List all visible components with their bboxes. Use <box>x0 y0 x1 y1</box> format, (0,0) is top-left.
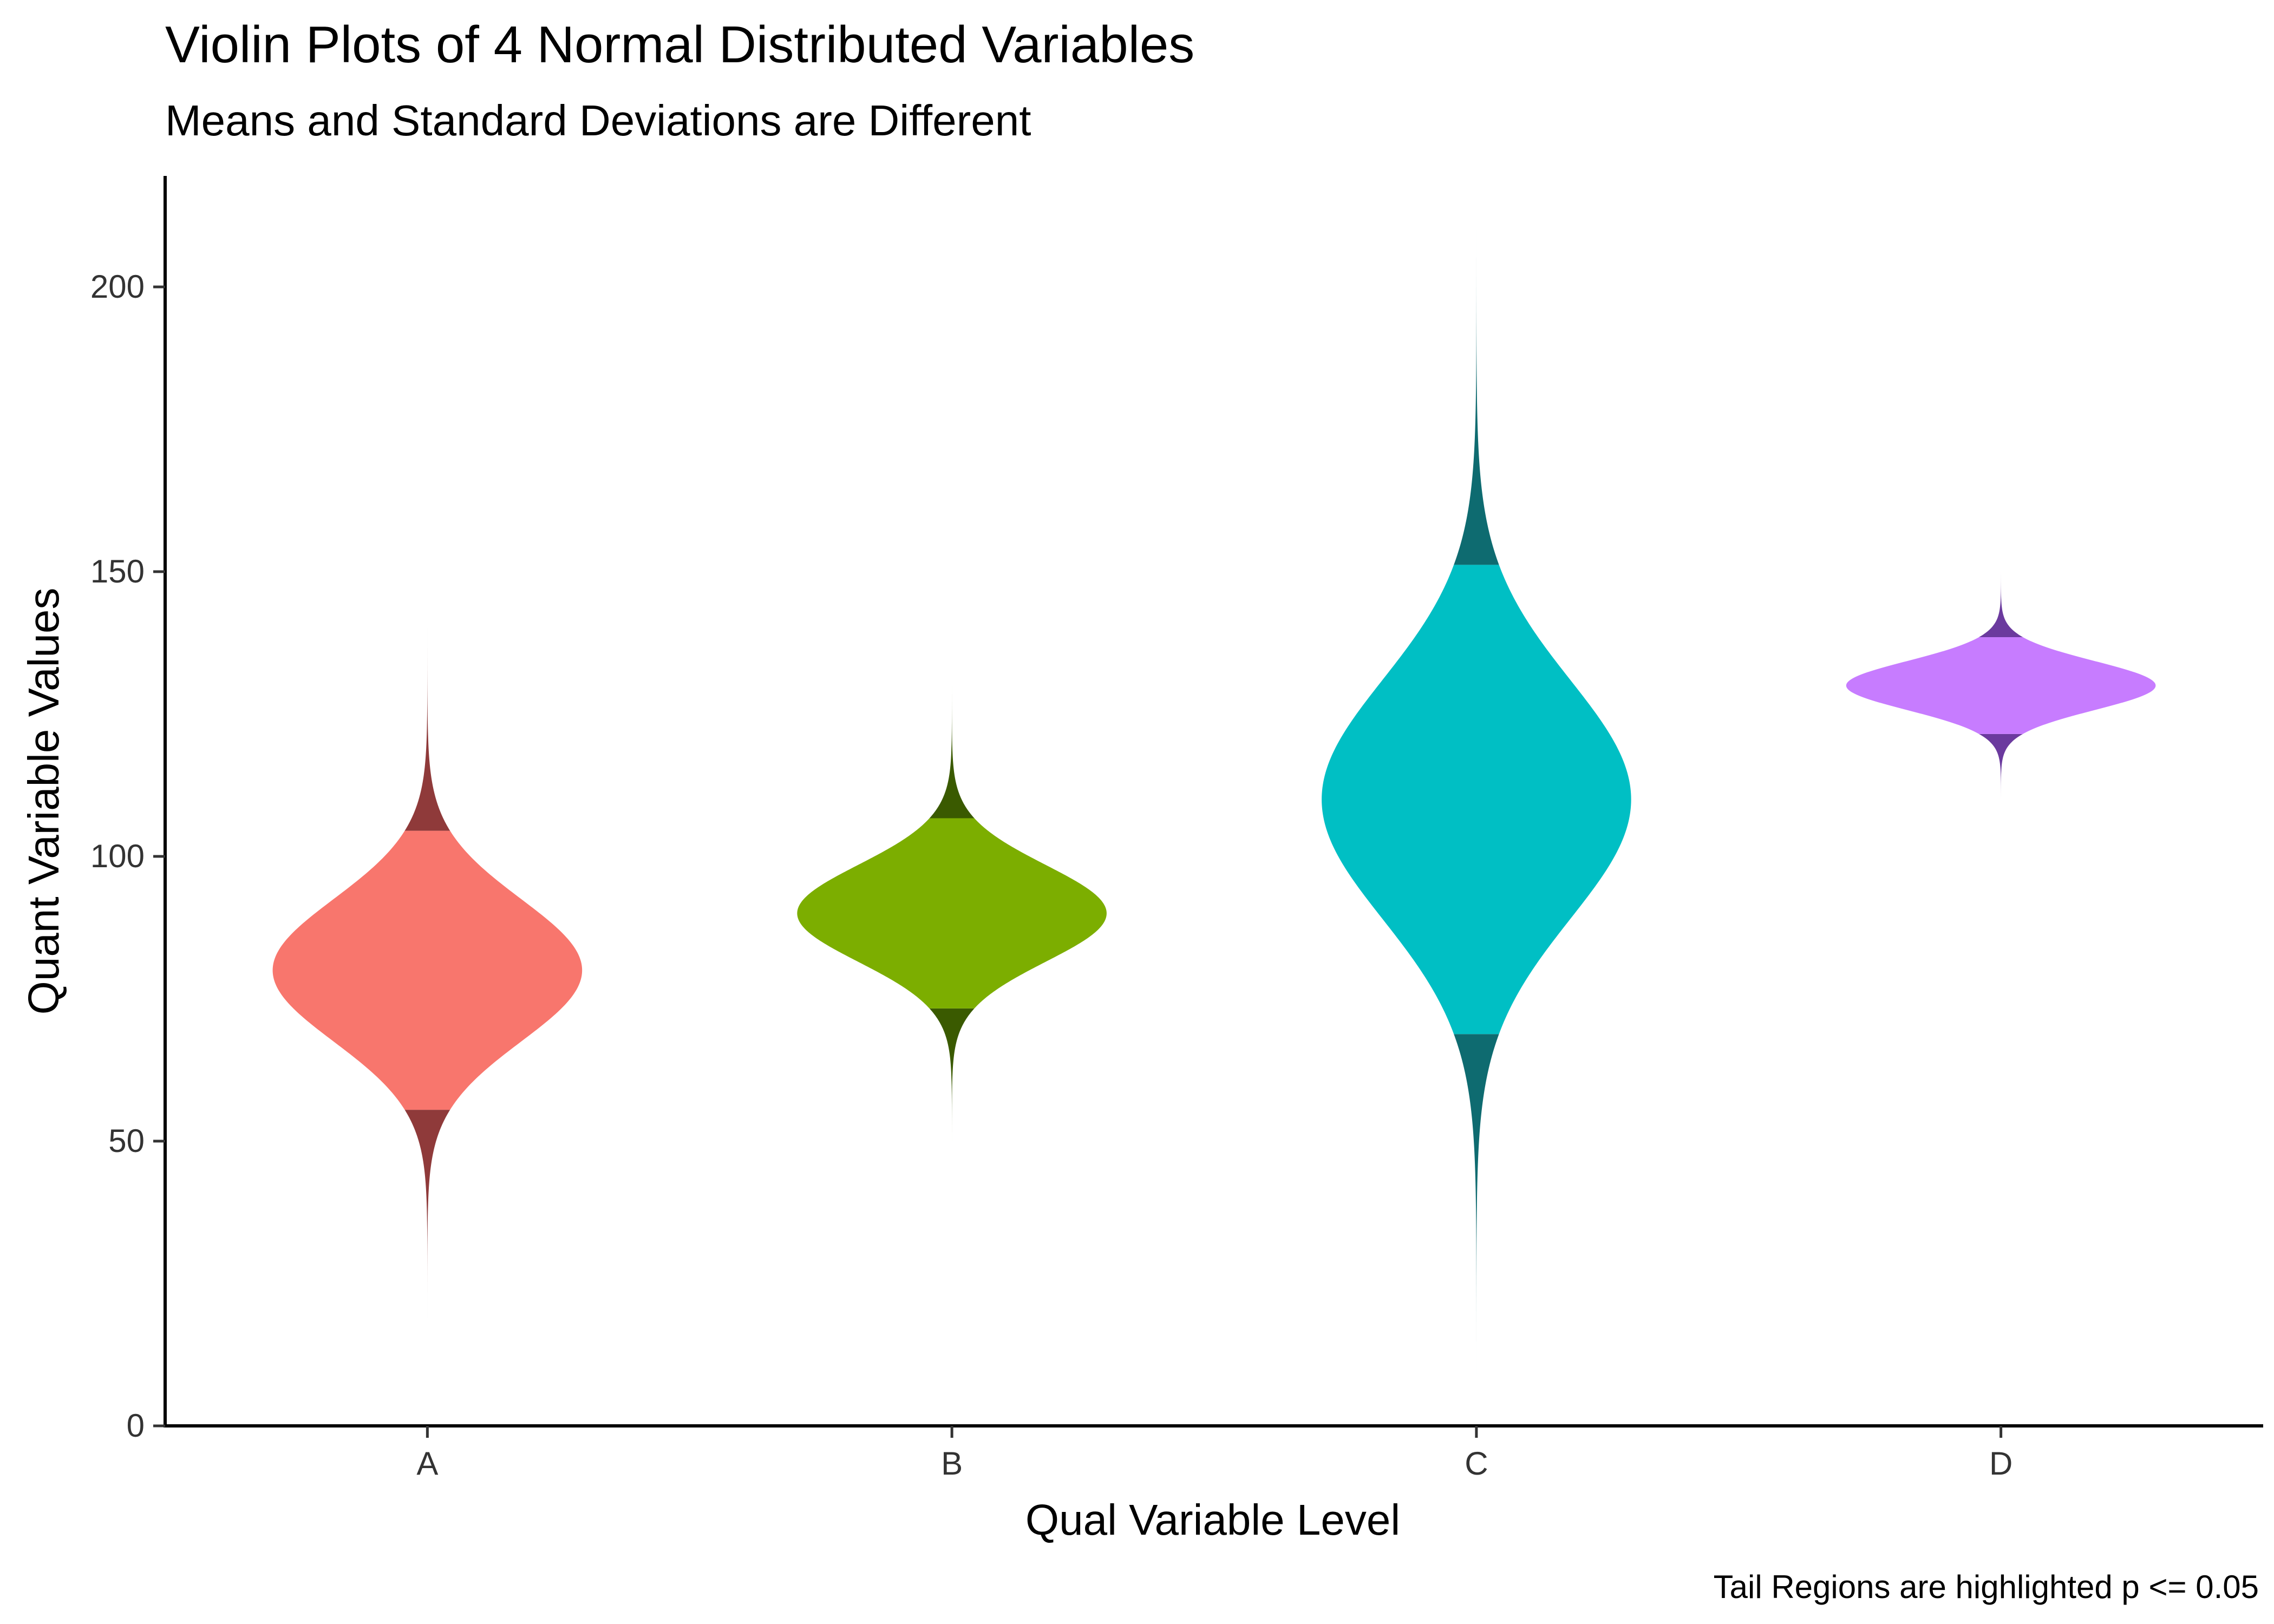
violin-C-lower-tail <box>1454 1034 1499 1375</box>
violins-layer <box>272 230 2156 1375</box>
violin-C <box>1322 230 1631 1375</box>
violin-B-upper-tail <box>929 685 975 818</box>
violin-B <box>797 685 1107 1141</box>
violin-A-lower-tail <box>404 1110 450 1318</box>
violin-B-lower-tail <box>929 1008 975 1141</box>
x-tick-label: D <box>1989 1445 2012 1482</box>
y-axis-title: Quant Variable Values <box>19 588 68 1015</box>
y-tick-label: 100 <box>90 838 145 874</box>
y-tick-label: 50 <box>108 1123 145 1159</box>
y-ticks: 0 50 100 150 200 <box>90 269 165 1444</box>
violin-D <box>1846 572 2156 800</box>
x-tick-label: A <box>416 1445 438 1482</box>
y-tick-label: 0 <box>127 1407 145 1444</box>
violin-A-body <box>272 830 583 1110</box>
x-tick-label: B <box>941 1445 963 1482</box>
violin-A <box>272 628 583 1318</box>
chart-caption: Tail Regions are highlighted p <= 0.05 <box>1714 1569 2259 1605</box>
violin-B-body <box>797 818 1107 1009</box>
violin-A-upper-tail <box>404 628 450 831</box>
chart-subtitle: Means and Standard Deviations are Differ… <box>165 96 1031 145</box>
violin-D-body <box>1846 637 2156 734</box>
x-axis-title: Qual Variable Level <box>1025 1496 1400 1544</box>
violin-D-lower-tail <box>1979 734 2023 800</box>
y-tick-label: 200 <box>90 269 145 305</box>
violin-D-upper-tail <box>1979 572 2023 637</box>
violin-C-upper-tail <box>1454 230 1499 565</box>
x-tick-label: C <box>1465 1445 1488 1482</box>
violin-C-body <box>1322 565 1631 1034</box>
chart-title: Violin Plots of 4 Normal Distributed Var… <box>165 16 1194 74</box>
x-ticks: A B C D <box>416 1426 2012 1482</box>
y-tick-label: 150 <box>90 553 145 590</box>
